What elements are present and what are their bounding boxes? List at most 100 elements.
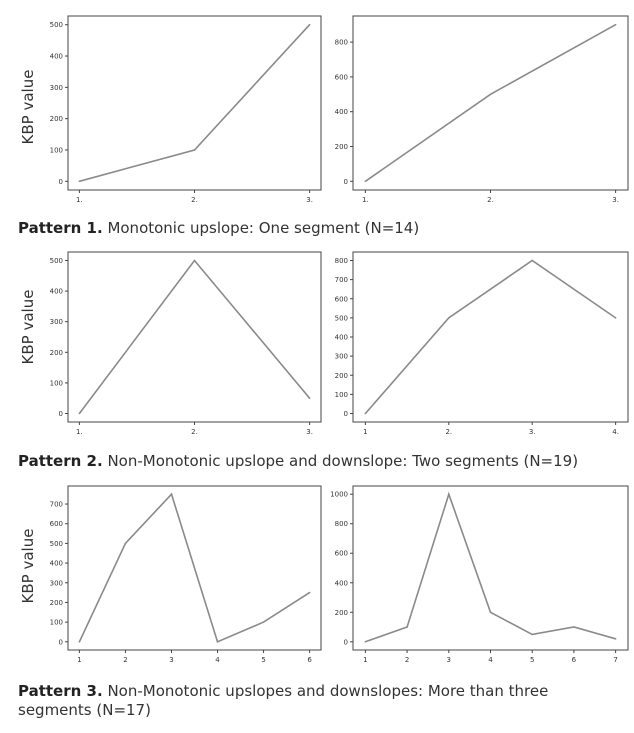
- y-tick-label: 400: [335, 108, 348, 116]
- y-axis-label-row-3: KBP value: [19, 528, 37, 604]
- y-tick-label: 500: [50, 21, 63, 29]
- y-tick-label: 600: [335, 550, 348, 558]
- data-point: [614, 638, 617, 640]
- data-point: [193, 259, 196, 262]
- data-point: [78, 641, 81, 643]
- x-tick-label: 6: [307, 656, 312, 664]
- y-tick-label: 400: [335, 334, 348, 342]
- x-tick-label: 5: [261, 656, 265, 664]
- y-tick-label: 400: [335, 579, 348, 587]
- y-tick-label: 300: [50, 318, 63, 326]
- y-tick-label: 0: [344, 410, 348, 418]
- y-tick-label: 800: [335, 39, 348, 47]
- y-tick-label: 800: [335, 257, 348, 265]
- x-tick-label: 2.: [445, 428, 452, 436]
- data-point: [531, 259, 534, 262]
- plot-frame: [67, 251, 322, 423]
- data-point: [262, 621, 265, 623]
- data-point: [614, 23, 617, 26]
- y-tick-label: 400: [50, 288, 63, 296]
- data-point: [489, 611, 492, 614]
- plot-frame: [352, 485, 629, 651]
- data-point: [170, 493, 173, 495]
- x-tick-label: 4: [488, 656, 493, 664]
- x-tick-label: 3: [169, 656, 173, 664]
- data-point: [364, 412, 367, 415]
- data-point: [489, 93, 492, 96]
- chart-row1-left: 0 100 200 300 400 500 1. 2. 3.: [50, 15, 322, 204]
- y-tick-label: 0: [344, 638, 348, 646]
- y-tick-label: 0: [344, 178, 348, 186]
- caption-pattern-3-text: Non-Monotonic upslopes and downslopes: M…: [18, 682, 549, 719]
- caption-pattern-1-title: Pattern 1.: [18, 219, 103, 237]
- x-tick-label: 2.: [191, 428, 198, 436]
- x-tick-label: 3.: [612, 196, 619, 204]
- x-tick-label: 4.: [612, 428, 619, 436]
- data-point: [614, 317, 617, 319]
- data-point: [573, 626, 575, 628]
- x-tick-label: 6: [572, 656, 577, 664]
- y-tick-label: 100: [50, 619, 63, 627]
- caption-pattern-2-text: Non-Monotonic upslope and downslope: Two…: [102, 452, 579, 470]
- y-tick-label: 700: [335, 276, 348, 284]
- y-tick-label: 200: [335, 143, 348, 151]
- y-tick-label: 100: [50, 146, 63, 154]
- chart-row1-right: 0 200 400 600 800 1. 2. 3.: [335, 15, 629, 204]
- caption-pattern-1: Pattern 1. Monotonic upslope: One segmen…: [18, 219, 618, 238]
- caption-pattern-1-text: Monotonic upslope: One segment (N=14): [102, 219, 420, 237]
- chart-row2-left: 0 100 200 300 400 500 1. 2. 3.: [50, 251, 322, 436]
- y-tick-label: 500: [50, 257, 63, 265]
- x-tick-label: 3: [447, 656, 451, 664]
- x-tick-label: 1: [363, 428, 367, 436]
- x-tick-label: 3.: [306, 196, 313, 204]
- y-tick-label: 100: [335, 391, 348, 399]
- data-point: [531, 633, 534, 636]
- chart-row3-right: 0 200 400 600 800 1000 1 2 3 4 5 6 7: [330, 485, 629, 664]
- data-point: [406, 626, 408, 628]
- y-tick-label: 1000: [330, 491, 348, 499]
- y-tick-label: 0: [59, 410, 63, 418]
- data-point: [364, 641, 367, 643]
- y-tick-label: 100: [50, 379, 63, 387]
- y-tick-label: 300: [50, 84, 63, 92]
- data-point: [447, 317, 450, 319]
- caption-pattern-2-title: Pattern 2.: [18, 452, 103, 470]
- y-tick-label: 200: [50, 599, 63, 607]
- data-point: [308, 591, 311, 594]
- x-tick-label: 1.: [362, 196, 369, 204]
- x-tick-label: 2.: [487, 196, 494, 204]
- data-point: [78, 180, 81, 183]
- y-tick-label: 300: [50, 579, 63, 587]
- x-tick-label: 2: [405, 656, 409, 664]
- series-line: [79, 24, 311, 183]
- chart-row3-left: 0 100 200 300 400 500 600 700 1 2 3 4 5 6: [50, 485, 322, 664]
- caption-pattern-3: Pattern 3. Non-Monotonic upslopes and do…: [18, 682, 618, 720]
- data-point: [364, 180, 367, 183]
- x-tick-label: 2: [123, 656, 127, 664]
- x-tick-label: 3.: [529, 428, 536, 436]
- plot-frame: [352, 251, 629, 423]
- y-tick-label: 0: [59, 178, 63, 186]
- y-tick-label: 400: [50, 53, 63, 61]
- y-tick-label: 600: [335, 295, 348, 303]
- data-point: [124, 542, 127, 545]
- caption-pattern-2: Pattern 2. Non-Monotonic upslope and dow…: [18, 452, 618, 471]
- y-tick-label: 700: [50, 501, 63, 509]
- y-tick-label: 500: [335, 314, 348, 322]
- y-tick-label: 600: [50, 520, 63, 528]
- x-tick-label: 5: [530, 656, 534, 664]
- series-line: [365, 491, 616, 643]
- y-tick-label: 800: [335, 520, 348, 528]
- x-tick-label: 1.: [76, 196, 83, 204]
- caption-pattern-3-title: Pattern 3.: [18, 682, 103, 700]
- x-tick-label: 2.: [191, 196, 198, 204]
- y-tick-label: 200: [335, 609, 348, 617]
- series-line: [364, 259, 617, 415]
- plot-frame: [67, 485, 322, 651]
- y-tick-label: 500: [50, 540, 63, 548]
- series-line: [78, 492, 311, 643]
- y-axis-label-row-2: KBP value: [19, 289, 37, 365]
- y-tick-label: 0: [59, 638, 63, 646]
- series-line: [364, 24, 616, 182]
- y-tick-label: 400: [50, 560, 63, 568]
